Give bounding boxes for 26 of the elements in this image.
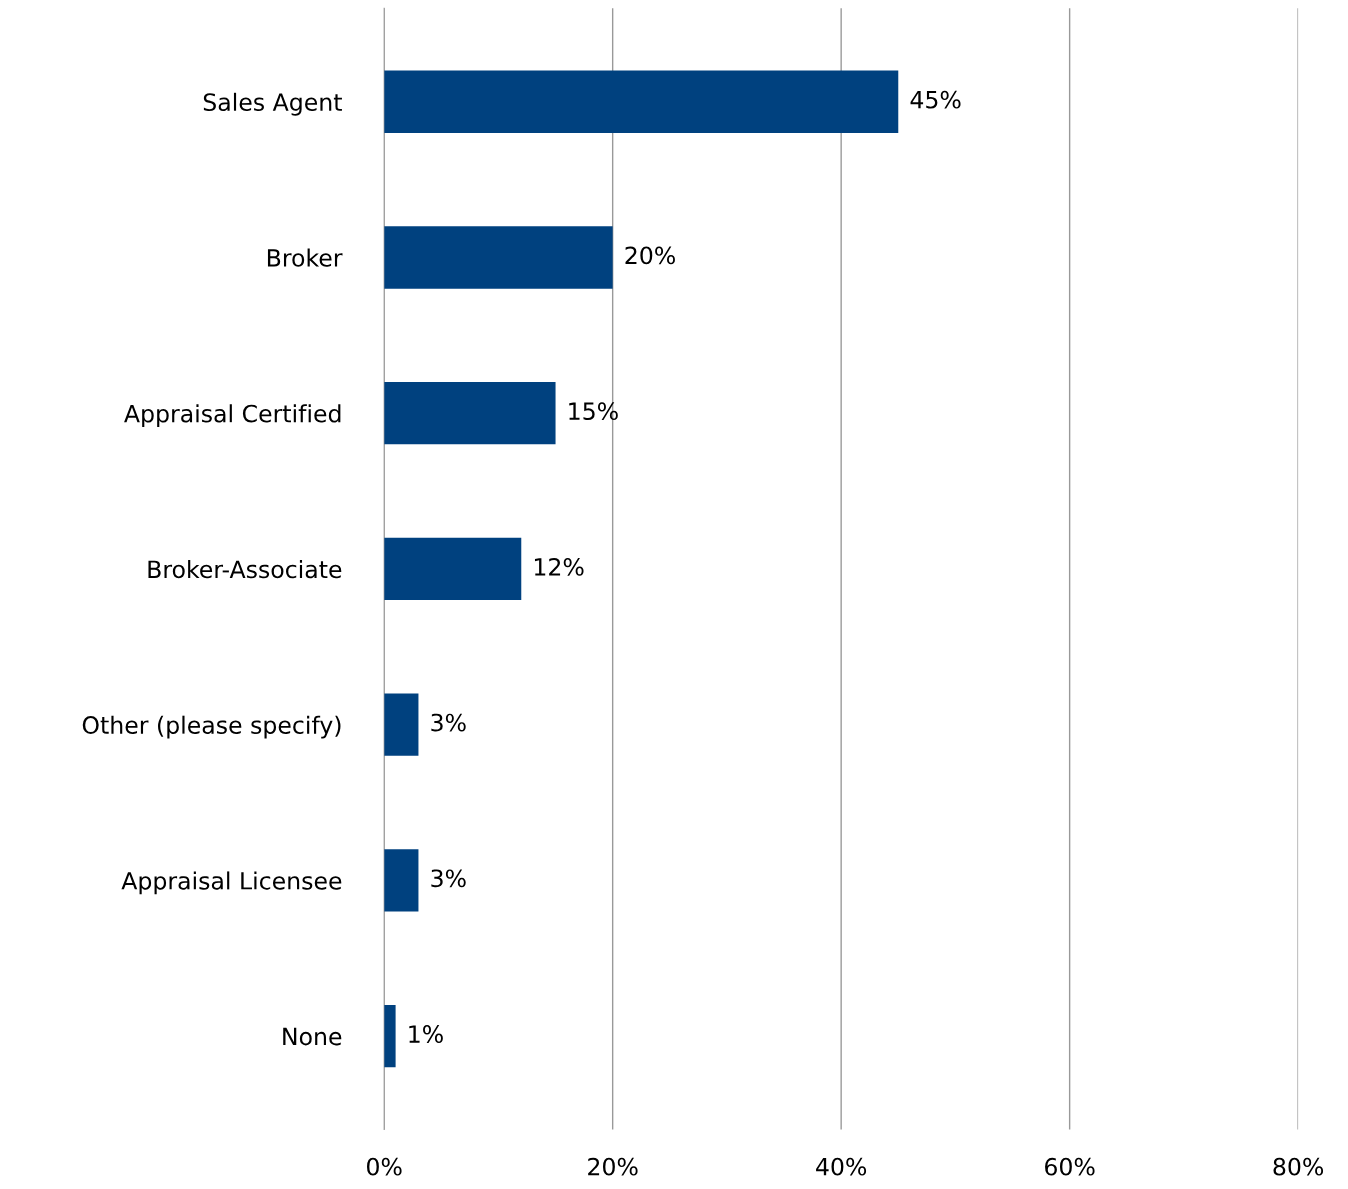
x-tick-label: 20% [588,1157,638,1176]
bar [384,693,419,756]
y-tick-label: Broker-Associate [148,559,342,579]
y-tick-label: Appraisal Certified [124,404,341,428]
data-label: 12% [534,557,584,576]
y-tick-label: Sales Agent [203,92,342,116]
bar [384,382,556,445]
data-label: 45% [910,90,961,109]
y-tick-label: Other (please specify) [82,715,341,739]
x-tick-label: 60% [1045,1157,1095,1176]
x-tick-label: 40% [816,1157,867,1176]
data-label: 20% [625,246,675,265]
y-tick-label: None [283,1027,342,1046]
x-tick-label: 80% [1273,1157,1324,1176]
y-tick-label: Broker [267,248,343,267]
data-label: 3% [431,869,466,888]
bar [384,226,613,289]
bar [384,849,419,912]
data-label: 1% [409,1025,443,1043]
bar [384,1004,396,1068]
y-tick-label: Appraisal Licensee [121,871,342,895]
data-label: 15% [569,402,618,421]
bar [384,537,522,601]
data-label: 3% [431,713,466,732]
bar [384,70,899,133]
x-tick-label: 0% [367,1157,402,1176]
